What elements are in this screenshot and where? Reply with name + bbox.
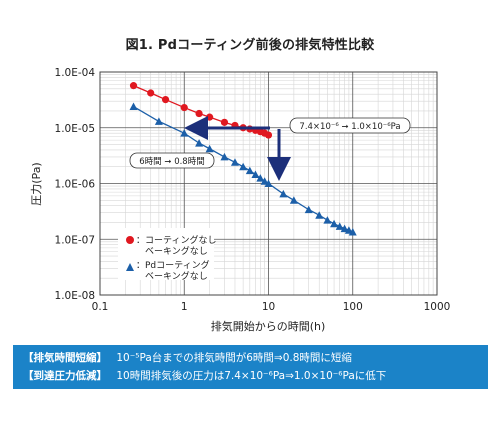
summary-tag-time: 【排気時間短縮】	[23, 352, 107, 364]
annotation-pressure: 7.4×10⁻⁶ ➞ 1.0×10⁻⁶Pa	[267, 117, 411, 181]
time-callout-text: 6時間 ➞ 0.8時間	[139, 157, 204, 167]
legend: ：コーティングなし ベーキングなし ：Pdコーティング ベーキングなし	[118, 228, 219, 282]
y-axis-label: 圧力(Pa)	[30, 162, 43, 205]
pd-coating-point	[348, 227, 357, 236]
pd-coating-point	[289, 196, 298, 204]
pd-coating-point	[279, 189, 288, 198]
legend-label-pd-coating-line2: ベーキングなし	[145, 270, 208, 282]
legend-marker-no-coating	[126, 236, 134, 244]
pd-coating-point	[260, 177, 269, 185]
pd-coating-point	[304, 205, 313, 214]
y-tick-label: 1.0E-08	[55, 290, 95, 302]
no-coating-point	[195, 109, 203, 118]
pd-coating-point	[129, 102, 138, 111]
x-tick-label: 0.1	[92, 301, 109, 313]
pd-coating-point	[154, 117, 163, 125]
chart-title: 図1. Pdコーティング前後の排気特性比較	[125, 38, 375, 53]
summary-text-pressure: 10時間排気後の圧力は7.4×10⁻⁶Pa⇒1.0×10⁻⁶Paに低下	[116, 370, 387, 382]
summary-row-pressure: 【到達圧力低減】 10時間排気後の圧力は7.4×10⁻⁶Pa⇒1.0×10⁻⁶P…	[23, 367, 478, 385]
plot-frame	[99, 71, 438, 296]
no-coating-point	[206, 113, 214, 121]
y-tick-label: 1.0E-05	[55, 123, 95, 135]
no-coating-point	[129, 82, 138, 90]
series-pd-coating	[129, 102, 357, 236]
no-coating-point	[220, 118, 229, 126]
pd-coating-point	[239, 162, 248, 171]
pd-coating-point	[335, 222, 344, 230]
pd-coating-point	[251, 170, 260, 179]
pd-coating-point	[220, 152, 229, 161]
time-callout-box	[129, 152, 215, 169]
x-tick-labels: 0.1 1 10 100 1000	[92, 301, 451, 313]
y-tick-label: 1.0E-07	[55, 234, 95, 246]
chart: 0.1 1 10 100 1000 1.0E-041.0E-051.0E-061.0E-…	[30, 67, 451, 333]
y-tick-label: 1.0E-04	[55, 67, 96, 79]
pd-coating-point	[205, 144, 214, 153]
pd-coating-point	[340, 224, 349, 233]
summary-tag-pressure: 【到達圧力低減】	[23, 370, 107, 382]
no-coating-point	[161, 95, 170, 104]
pd-coating-point	[245, 166, 254, 175]
legend-label-no-coating-1: ：コーティングなし ベーキングなし	[136, 234, 219, 257]
summary-row-time: 【排気時間短縮】 10⁻⁵Pa台までの排気時間が6時間⇒0.8時間に短縮	[23, 349, 478, 367]
pd-coating-point	[256, 174, 265, 182]
pd-coating-point	[264, 179, 273, 187]
pd-coating-point	[323, 216, 332, 224]
x-tick-label: 10	[262, 301, 275, 313]
pressure-callout-text: 7.4×10⁻⁶ ➞ 1.0×10⁻⁶Pa	[299, 122, 400, 132]
y-tick-labels: 1.0E-04 1.0E-05 1.0E-06 1.0E-07 1.0E-08	[55, 67, 96, 302]
legend-label-no-coating-line2: ベーキングなし	[145, 245, 208, 257]
pd-coating-point	[230, 158, 239, 166]
pd-coating-point	[195, 139, 204, 147]
pressure-callout-box	[289, 117, 411, 134]
x-tick-label: 1000	[424, 301, 451, 313]
no-coating-point	[147, 89, 155, 97]
x-axis-label: 排気開始からの時間(h)	[211, 319, 326, 333]
y-tick-label: 1.0E-06	[55, 179, 96, 191]
legend-label-pd-coating-line1: ：Pdコーティング	[136, 259, 210, 271]
summary-text-time: 10⁻⁵Pa台までの排気時間が6時間⇒0.8時間に短縮	[116, 352, 352, 364]
pd-coating-point	[330, 219, 339, 228]
no-coating-point	[264, 131, 273, 139]
no-coating-point	[180, 103, 188, 112]
legend-label-pd-coating-1: ：Pdコーティング ベーキングなし	[136, 259, 212, 282]
x-tick-label: 1	[181, 301, 188, 313]
legend-label-no-coating-line1: ：コーティングなし	[136, 234, 216, 246]
legend-box	[118, 228, 214, 280]
pd-coating-point	[315, 211, 324, 219]
summary-note: 【排気時間短縮】 10⁻⁵Pa台までの排気時間が6時間⇒0.8時間に短縮 【到達…	[13, 345, 488, 389]
x-tick-label: 100	[343, 301, 363, 313]
legend-marker-pd-coating	[126, 263, 134, 271]
annotation-time: 6時間 ➞ 0.8時間	[129, 116, 270, 169]
